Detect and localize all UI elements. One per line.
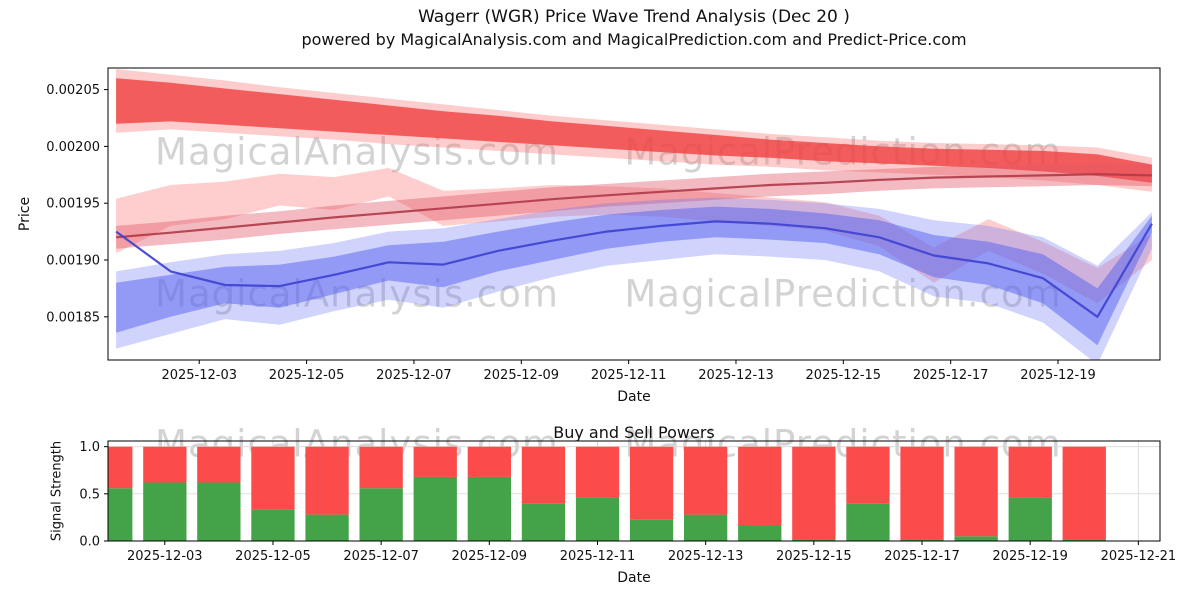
buy-bar xyxy=(521,503,566,541)
price-chart-area xyxy=(115,69,1153,360)
sell-bar xyxy=(629,446,674,520)
red-main-band xyxy=(116,78,1152,183)
signal-x-tick: 2025-12-13 xyxy=(668,549,744,564)
buy-bar xyxy=(305,514,349,541)
buy-bar xyxy=(846,503,890,541)
signal-x-tick: 2025-12-15 xyxy=(776,549,852,564)
signal-x-tick: 2025-12-19 xyxy=(992,549,1068,564)
sell-bar xyxy=(575,446,620,498)
red-trend-line xyxy=(116,173,1152,239)
sell-bar xyxy=(900,446,944,540)
signal-y-tick: 1.0 xyxy=(79,440,100,455)
sell-bar xyxy=(846,446,890,504)
signal-x-tick: 2025-12-21 xyxy=(1101,549,1177,564)
buy-bar xyxy=(629,519,674,541)
sell-bar xyxy=(521,446,566,504)
sell-bar xyxy=(359,446,403,489)
price-x-tick: 2025-12-11 xyxy=(591,368,667,383)
sell-bar xyxy=(413,446,457,477)
buy-bar xyxy=(108,488,133,541)
sell-bar xyxy=(305,446,349,515)
buy-bar xyxy=(251,509,295,541)
pink-wave-band xyxy=(116,168,1152,304)
price-plot-frame xyxy=(107,67,1161,361)
signal-x-tick: 2025-12-05 xyxy=(235,549,311,564)
sell-bar xyxy=(1062,446,1106,540)
signal-x-tick: 2025-12-09 xyxy=(452,549,528,564)
price-y-tick: 0.00200 xyxy=(46,140,100,155)
sell-bar xyxy=(792,446,836,540)
buy-bar xyxy=(900,539,944,541)
buy-bar xyxy=(684,514,728,541)
buy-bar xyxy=(197,482,241,541)
buy-bar xyxy=(1008,497,1052,541)
price-x-tick: 2025-12-17 xyxy=(913,368,989,383)
signal-x-tick: 2025-12-17 xyxy=(884,549,960,564)
buy-bar xyxy=(954,536,998,541)
sell-bar xyxy=(954,446,998,537)
signal-x-tick: 2025-12-11 xyxy=(560,549,636,564)
price-x-tick: 2025-12-09 xyxy=(484,368,560,383)
buy-bar xyxy=(1062,539,1106,541)
sell-bar xyxy=(197,446,241,483)
price-x-tick: 2025-12-15 xyxy=(806,368,882,383)
chart-subtitle: powered by MagicalAnalysis.com and Magic… xyxy=(301,30,967,49)
signal-x-tick: 2025-12-03 xyxy=(127,549,203,564)
price-y-tick: 0.00195 xyxy=(46,197,100,212)
signal-strength-axis-label: Signal Strength xyxy=(49,440,65,542)
sell-bar xyxy=(1008,446,1052,498)
buy-bar xyxy=(792,539,836,541)
signal-chart-title: Buy and Sell Powers xyxy=(553,423,715,442)
price-x-tick: 2025-12-05 xyxy=(269,368,345,383)
sell-bar xyxy=(738,446,782,525)
sell-bar xyxy=(467,446,511,477)
signal-chart-area xyxy=(108,441,1160,541)
sell-bar xyxy=(143,446,187,483)
price-x-tick: 2025-12-07 xyxy=(376,368,452,383)
buy-bar xyxy=(359,488,403,541)
signal-y-tick: 0.5 xyxy=(79,487,100,502)
price-y-tick: 0.00190 xyxy=(46,254,100,269)
blue-trend-line xyxy=(115,220,1153,318)
buy-bar xyxy=(738,525,782,541)
chart-title: Wagerr (WGR) Price Wave Trend Analysis (… xyxy=(418,7,850,27)
price-x-tick: 2025-12-19 xyxy=(1020,368,1096,383)
signal-xaxis-label: Date xyxy=(617,570,651,586)
red-trend-band xyxy=(116,163,1152,249)
buy-bar xyxy=(413,476,457,541)
buy-bar xyxy=(575,497,620,541)
price-y-tick: 0.00205 xyxy=(46,83,100,98)
signal-plot-frame xyxy=(107,440,1161,542)
price-x-tick: 2025-12-13 xyxy=(698,368,774,383)
buy-bar xyxy=(467,476,511,541)
price-axis-label: Price xyxy=(17,196,33,232)
price-xaxis-label: Date xyxy=(617,389,651,405)
price-y-tick: 0.00185 xyxy=(46,310,100,325)
sell-bar xyxy=(684,446,728,515)
sell-bar xyxy=(251,446,295,510)
sell-bar xyxy=(108,446,133,489)
buy-bar xyxy=(143,482,187,541)
price-x-tick: 2025-12-03 xyxy=(161,368,237,383)
signal-x-tick: 2025-12-07 xyxy=(343,549,419,564)
signal-y-tick: 0.0 xyxy=(79,535,100,550)
